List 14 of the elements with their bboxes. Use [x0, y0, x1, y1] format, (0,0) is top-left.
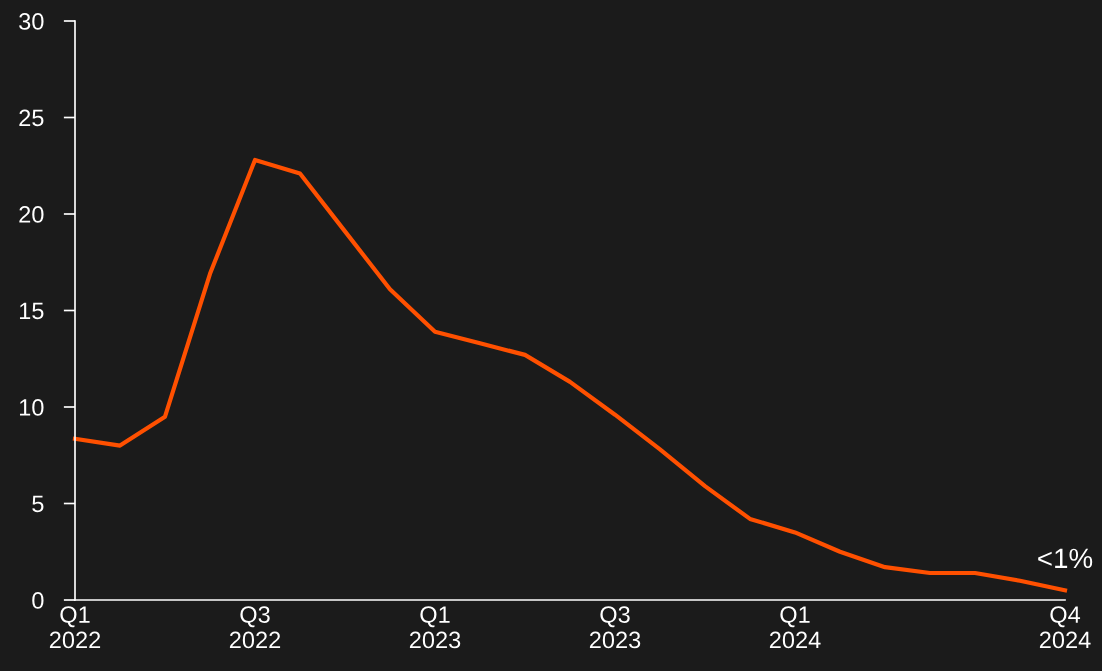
y-tick-label: 25	[19, 109, 44, 127]
x-tick-label: Q1 2022	[49, 606, 101, 649]
y-tick-label: 5	[32, 495, 44, 513]
y-tick-label: 15	[19, 302, 44, 320]
y-tick-label: 0	[32, 592, 44, 609]
x-tick-label: Q3 2023	[589, 606, 641, 649]
x-tick-label: Q1 2024	[769, 606, 821, 649]
x-tick-label: Q4 2024	[1039, 606, 1091, 649]
annotation: <1%	[1038, 548, 1093, 569]
x-tick-label: Q1 2023	[409, 606, 461, 649]
y-tick-label: 20	[19, 206, 44, 223]
x-tick-label: Q3 2022	[229, 606, 281, 649]
y-tick-label: 10	[19, 399, 44, 416]
y-tick-label: 30	[19, 13, 44, 30]
